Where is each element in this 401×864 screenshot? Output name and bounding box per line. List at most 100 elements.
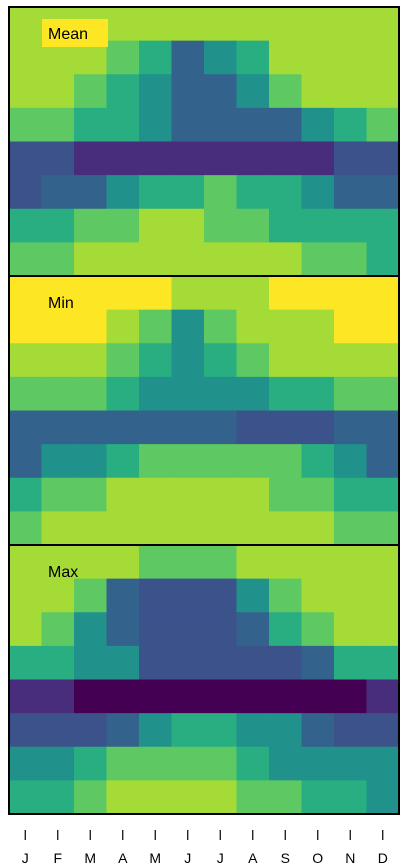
heatmap-cell — [366, 444, 400, 479]
heatmap-cell — [106, 242, 140, 277]
heatmap-cell — [366, 511, 400, 546]
heatmap-cell — [139, 477, 173, 512]
heatmap-cell — [106, 612, 140, 647]
heatmap-cell — [269, 444, 303, 479]
heatmap-cell — [236, 713, 270, 748]
heatmap-cell — [301, 444, 335, 479]
heatmap-cell — [334, 511, 368, 546]
heatmap-cell — [236, 242, 270, 277]
heatmap-cell — [204, 444, 238, 479]
heatmap-cell — [171, 309, 205, 344]
heatmap-cell — [41, 679, 75, 714]
heatmap-cell — [334, 276, 368, 311]
heatmap-cell — [301, 780, 335, 815]
heatmap-cell — [171, 208, 205, 243]
heatmap-cell — [74, 746, 108, 781]
heatmap-cell — [171, 578, 205, 613]
heatmap-cell — [366, 40, 400, 75]
heatmap-cell — [236, 175, 270, 210]
heatmap-cell — [269, 309, 303, 344]
heatmap-cell — [334, 612, 368, 647]
heatmap-cell — [204, 410, 238, 445]
heatmap-cell — [334, 780, 368, 815]
heatmap-cell — [236, 7, 270, 42]
heatmap-cell — [74, 713, 108, 748]
heatmap-cell — [334, 343, 368, 378]
heatmap-cell — [74, 376, 108, 412]
heatmap-cell — [106, 309, 140, 344]
heatmap-cell — [171, 780, 205, 815]
heatmap-cell — [204, 746, 238, 781]
heatmap-cell — [171, 141, 205, 176]
heatmap-cell — [139, 780, 173, 815]
heatmap-cell — [301, 7, 335, 42]
heatmap-cell — [269, 208, 303, 243]
heatmap-cell — [41, 780, 75, 815]
heatmap-cell — [9, 679, 43, 714]
heatmap-cell — [269, 477, 303, 512]
heatmap-cell — [334, 444, 368, 479]
heatmap-cell — [366, 746, 400, 781]
heatmap-cell — [9, 40, 43, 75]
heatmap-cell — [236, 679, 270, 714]
heatmap-cell — [74, 679, 108, 714]
heatmap-cell — [204, 7, 238, 42]
heatmap-cell — [236, 410, 270, 445]
x-tick-label: A — [248, 850, 258, 864]
heatmap-cell — [236, 780, 270, 815]
heatmap-cell — [171, 477, 205, 512]
heatmap-cell — [366, 141, 400, 176]
heatmap-cell — [301, 376, 335, 412]
x-tick-label: J — [217, 850, 224, 864]
heatmap-cell — [139, 578, 173, 613]
heatmap-cell — [269, 343, 303, 378]
heatmap-cell — [171, 511, 205, 546]
heatmap-cell — [301, 713, 335, 748]
heatmap-cell — [74, 276, 108, 311]
heatmap-cell — [106, 208, 140, 243]
heatmap-cell — [171, 612, 205, 647]
heatmap-cell — [9, 107, 43, 143]
heatmap-cell — [74, 309, 108, 344]
heatmap-cell — [269, 746, 303, 781]
heatmap-cell — [204, 175, 238, 210]
heatmap-cell — [139, 713, 173, 748]
heatmap-cell — [171, 242, 205, 277]
heatmap-cell — [301, 141, 335, 176]
heatmap-cell — [106, 376, 140, 412]
heatmap-cell — [9, 309, 43, 344]
heatmap-cell — [269, 713, 303, 748]
heatmap-cell — [204, 74, 238, 109]
heatmap-cell — [41, 511, 75, 546]
heatmap-cell — [74, 645, 108, 681]
heatmap-cell — [204, 376, 238, 412]
heatmap-cell — [9, 545, 43, 580]
heatmap-cell — [204, 107, 238, 143]
heatmap-cell — [74, 780, 108, 815]
heatmap-cell — [301, 410, 335, 445]
heatmap-cell — [366, 208, 400, 243]
heatmap-cell — [41, 545, 75, 580]
heatmap-cell — [9, 713, 43, 748]
heatmap-cell — [236, 141, 270, 176]
heatmap-cell — [334, 477, 368, 512]
heatmap-cell — [41, 410, 75, 445]
heatmap-cell — [74, 612, 108, 647]
heatmap-cell — [269, 376, 303, 412]
heatmap-cell — [106, 410, 140, 445]
heatmap-cell — [236, 444, 270, 479]
heatmap-cell — [41, 477, 75, 512]
heatmap-cell — [139, 545, 173, 580]
panel-title: Mean — [48, 26, 88, 43]
heatmap-cell — [269, 175, 303, 210]
heatmap-cell — [139, 74, 173, 109]
heatmap-cell — [106, 477, 140, 512]
heatmap-cell — [139, 343, 173, 378]
heatmap-cell — [236, 612, 270, 647]
heatmap-cell — [74, 545, 108, 580]
heatmap-cell — [9, 410, 43, 445]
heatmap-cell — [106, 746, 140, 781]
heatmap-cell — [301, 74, 335, 109]
heatmap-cell — [334, 746, 368, 781]
